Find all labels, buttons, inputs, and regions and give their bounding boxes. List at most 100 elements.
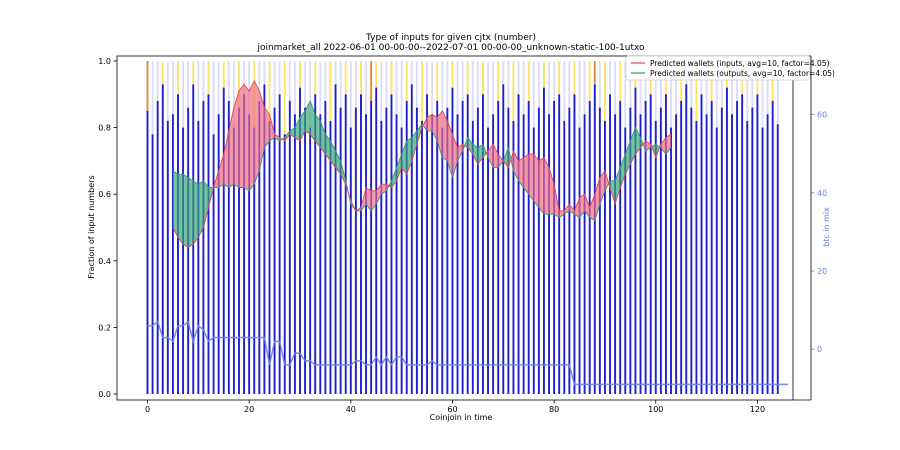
x-tick-label: 80	[549, 405, 559, 414]
outputs-above-fill	[610, 180, 616, 205]
inputs-above-fill	[518, 157, 524, 188]
bar	[258, 100, 261, 395]
btc-in-mix-line	[147, 320, 788, 386]
inputs-above-fill	[371, 190, 377, 211]
inputs-above-fill	[366, 187, 372, 211]
bar	[659, 107, 662, 395]
bar-top	[502, 61, 505, 85]
y-axis-right-label: btc in mix	[822, 207, 831, 247]
bar	[700, 94, 703, 395]
bar-top	[171, 61, 174, 115]
bar-top	[405, 61, 408, 101]
bar	[482, 94, 484, 395]
legend-label-inputs: Predicted wallets (inputs, avg=10, facto…	[650, 59, 830, 68]
bar	[370, 100, 373, 395]
bar-top	[354, 61, 357, 108]
bar-top	[675, 61, 678, 115]
bar-top	[471, 61, 474, 121]
bar	[263, 84, 266, 394]
bar	[324, 100, 327, 395]
inputs-above-fill	[594, 177, 600, 221]
x-tick-label: 40	[346, 405, 356, 414]
bar	[568, 107, 571, 395]
bar	[746, 120, 749, 394]
bar	[573, 94, 576, 395]
outputs-above-fill	[472, 144, 478, 165]
bar-top	[624, 61, 627, 128]
bar	[451, 87, 454, 394]
x-tick-label: 120	[750, 405, 765, 414]
bar	[761, 127, 764, 394]
x-tick-label: 60	[447, 405, 457, 414]
bar	[487, 127, 489, 394]
bar	[314, 94, 317, 395]
bar-top	[309, 61, 312, 128]
inputs-above-fill	[422, 117, 428, 131]
bar-top	[227, 61, 230, 101]
inputs-above-fill	[228, 107, 234, 188]
bar-top	[588, 61, 591, 101]
bar	[654, 120, 657, 394]
legend-label-outputs: Predicted wallets (outputs, avg=10, fact…	[650, 69, 835, 78]
bar	[360, 94, 362, 395]
bar-top	[573, 61, 576, 95]
bar-top	[461, 61, 464, 101]
inputs-above-fill	[447, 120, 453, 178]
outputs-above-fill	[335, 150, 341, 175]
bar-top	[324, 61, 327, 101]
bar	[715, 127, 718, 394]
bar-top	[248, 61, 251, 115]
bar	[629, 107, 632, 395]
outputs-above-fill	[396, 154, 402, 181]
outputs-above-fill	[183, 174, 189, 248]
bar-top	[680, 61, 683, 101]
inputs-above-fill	[264, 107, 270, 148]
bar	[273, 107, 276, 395]
bar-top	[766, 61, 769, 115]
inputs-above-fill	[254, 80, 260, 185]
bar-top	[314, 61, 317, 95]
inputs-above-fill	[381, 184, 387, 195]
inputs-above-fill	[543, 157, 550, 215]
bar	[390, 94, 393, 395]
bar	[476, 107, 479, 395]
inputs-above-fill	[437, 110, 443, 158]
bar-top	[537, 61, 540, 108]
bar-top	[492, 61, 495, 115]
bar-top	[380, 61, 383, 121]
outputs-above-fill	[467, 137, 473, 155]
bar-top	[410, 61, 413, 85]
inputs-above-fill	[493, 144, 499, 168]
outputs-above-fill	[203, 180, 209, 228]
bar	[619, 100, 622, 395]
bar-top	[222, 61, 225, 88]
bar	[268, 120, 271, 394]
bar	[776, 124, 779, 395]
bar	[222, 87, 225, 394]
bar-top	[629, 61, 632, 108]
bar-top	[578, 61, 581, 128]
bar-top	[446, 61, 449, 108]
bar-top	[238, 61, 240, 108]
outputs-above-fill	[315, 114, 321, 148]
bar	[512, 120, 515, 394]
bar	[741, 94, 744, 395]
plot-frame	[116, 55, 794, 401]
y-tick-label: 0.2	[98, 323, 111, 332]
bar-top	[695, 61, 698, 121]
bar	[156, 100, 159, 395]
bar	[344, 94, 347, 395]
outputs-line	[172, 99, 672, 222]
bar	[365, 114, 368, 394]
bar	[177, 94, 179, 395]
x-tick-label: 0	[145, 405, 150, 414]
inputs-above-fill	[376, 184, 382, 205]
bar-top	[482, 61, 484, 95]
bar	[705, 114, 708, 394]
bar	[756, 94, 759, 395]
bar	[766, 114, 769, 394]
bar-top	[299, 61, 301, 88]
bar-top	[263, 61, 266, 85]
bar	[375, 87, 378, 394]
